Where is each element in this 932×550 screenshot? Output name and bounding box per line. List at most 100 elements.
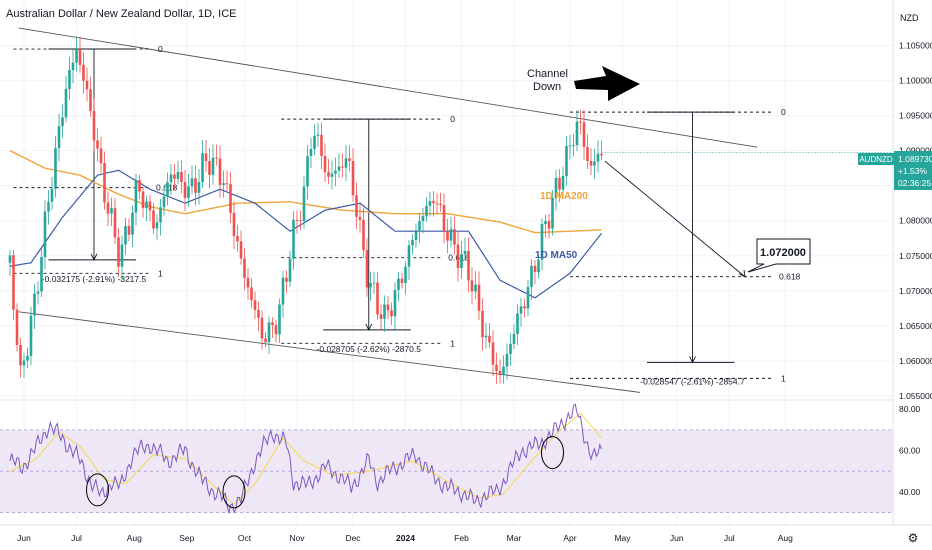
candle-body — [547, 221, 551, 229]
candle-body — [239, 241, 243, 259]
candle-body — [376, 282, 379, 315]
candle-body — [460, 254, 463, 269]
candle-body — [453, 229, 456, 245]
candle-body — [309, 148, 313, 157]
projection-arrow-line — [604, 160, 746, 278]
candle-body — [78, 49, 82, 65]
candle-body — [425, 205, 428, 217]
candle-body — [250, 287, 253, 301]
candle-body — [327, 172, 330, 177]
candle-body — [565, 146, 568, 177]
candle-body — [145, 201, 148, 209]
candle-body — [320, 134, 323, 156]
rsi-circle-marker — [222, 475, 246, 509]
currency-label: NZD — [900, 13, 919, 23]
candle-body — [400, 278, 404, 284]
measure-arrow-head — [90, 253, 98, 261]
candle-body — [526, 287, 530, 309]
candle-body — [593, 161, 596, 166]
price-tag-box — [894, 151, 932, 190]
candle-body — [169, 174, 173, 183]
candle-body — [295, 219, 299, 221]
candle-body — [404, 266, 407, 284]
candle-body — [194, 178, 197, 193]
candle-body — [232, 212, 236, 237]
candle-body — [519, 306, 523, 314]
candle-body — [75, 49, 78, 63]
candle-body — [50, 188, 54, 202]
measure-arrow-head — [689, 356, 696, 364]
candle-body — [390, 310, 393, 317]
chart-title: Australian Dollar / New Zealand Dollar, … — [6, 8, 237, 20]
candle-body — [481, 310, 484, 338]
ma200-line — [9, 150, 602, 234]
price-tick-label: 1.075000 — [899, 251, 932, 261]
time-axis-ticks: Jun Jul Aug Sep Oct Nov Dec 2024 Feb Mar Apr May Jun… — [17, 533, 793, 543]
candle-body — [582, 122, 586, 147]
candle-body — [264, 338, 267, 343]
candle-body — [509, 343, 512, 355]
channel-label-line1: Channel — [527, 68, 568, 80]
candle-body — [103, 163, 106, 203]
candle-body — [446, 230, 449, 241]
candle-body — [57, 126, 61, 149]
rsi-signal-line — [9, 412, 602, 505]
channel-down-annotation: Channel Down — [527, 66, 640, 101]
candle-body — [85, 80, 89, 90]
candle-body — [428, 200, 432, 206]
projection-arrow-head — [738, 269, 746, 278]
candle-body — [523, 306, 526, 309]
channel-lower-line — [18, 311, 641, 393]
candle-body — [68, 70, 71, 89]
price-tick-label: 1.100000 — [899, 76, 932, 86]
time-tick-label: Jul — [71, 533, 82, 543]
time-tick-label: Aug — [127, 533, 142, 543]
candle-body — [512, 333, 516, 344]
candle-body — [537, 259, 540, 272]
price-tag: AUDNZD 1.089730 +1.53% 02:36:25 — [858, 151, 932, 190]
candle-body — [26, 355, 29, 361]
settings-gear-box[interactable] — [895, 527, 931, 549]
price-tick-label: 1.090000 — [899, 146, 932, 156]
candle-body — [596, 153, 600, 162]
time-tick-label: Jun — [17, 533, 31, 543]
projection — [604, 160, 746, 278]
candle-body — [229, 184, 232, 213]
candle-body — [271, 322, 274, 326]
candle-body — [348, 158, 351, 162]
candle-body — [474, 284, 477, 292]
settings-gear-icon[interactable]: ⚙ — [908, 531, 919, 545]
candle-body — [337, 166, 341, 171]
candle-body — [29, 315, 33, 356]
candle-body — [54, 148, 57, 189]
price-tag-symbol: AUDNZD — [859, 155, 893, 164]
time-tick-label: Oct — [238, 533, 252, 543]
candle-body — [351, 161, 355, 196]
candle-body — [173, 174, 176, 179]
candle-body — [43, 211, 47, 258]
rsi-lines — [0, 429, 893, 513]
candle-body — [379, 314, 383, 319]
candle-body — [330, 173, 334, 177]
rsi-circle-marker — [86, 473, 109, 507]
candle-body — [362, 219, 365, 251]
rsi-tick-label: 40.00 — [899, 487, 921, 497]
rsi-circle-marker — [541, 436, 564, 470]
fib-label-1: 1 — [781, 373, 786, 383]
candle-body — [568, 145, 572, 147]
candle-body — [544, 221, 547, 225]
candle-body — [274, 325, 278, 335]
price-tag-change: +1.53% — [898, 166, 928, 176]
candle-body — [575, 121, 579, 146]
candle-body — [22, 360, 26, 366]
candle-body — [302, 186, 306, 222]
candle-body — [589, 161, 593, 166]
candle-body — [281, 277, 285, 305]
candle-body — [246, 277, 250, 288]
candle-body — [313, 135, 316, 149]
candle-body — [162, 196, 166, 208]
candle-body — [432, 200, 435, 204]
candle-body — [159, 207, 162, 223]
candle-body — [278, 304, 281, 335]
price-tag-countdown: 02:36:25 — [898, 178, 931, 188]
